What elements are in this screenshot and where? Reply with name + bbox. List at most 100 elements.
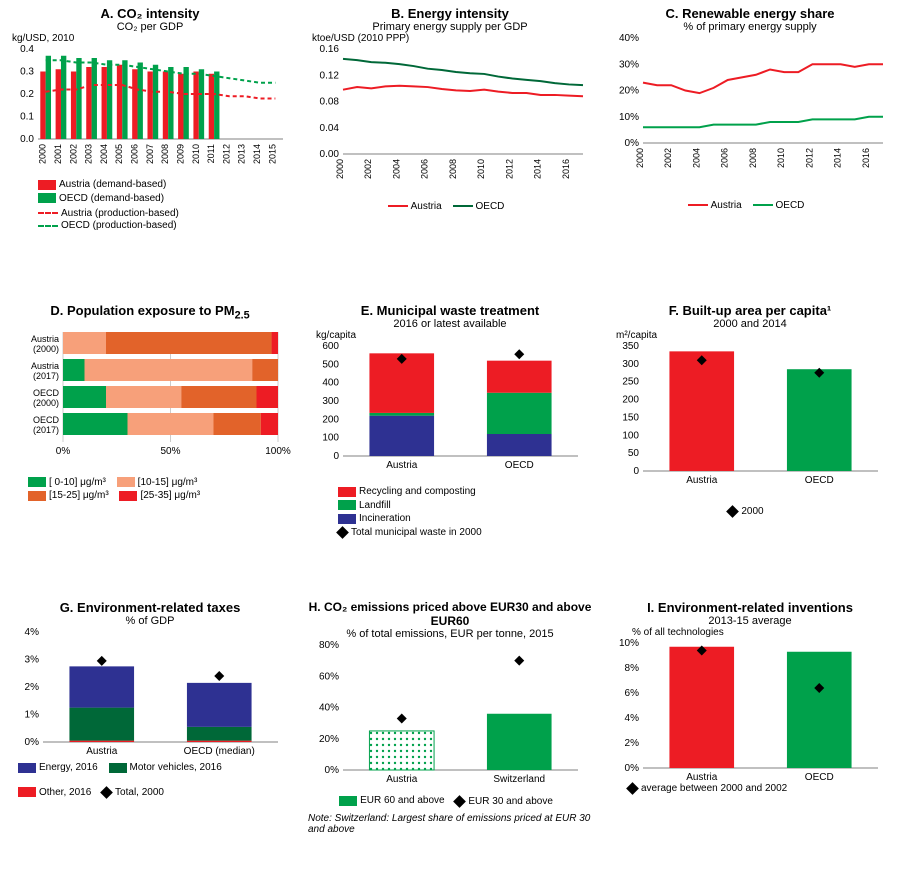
legend-b-1: Austria [411,201,442,212]
svg-text:Austria: Austria [686,475,718,486]
legend-c-2: OECD [776,200,805,211]
title-c: C. Renewable energy share [608,6,892,21]
svg-text:10%: 10% [619,638,639,649]
legend-b: Austria OECD [308,199,592,212]
svg-text:4%: 4% [625,713,640,724]
ylabel-i: % of all technologies [632,627,892,638]
svg-text:200: 200 [322,414,339,425]
panel-c: C. Renewable energy share % of primary e… [600,0,900,297]
svg-text:Austria: Austria [31,361,59,371]
ylabel-a: kg/USD, 2010 [12,33,292,44]
panel-e: E. Municipal waste treatment 2016 or lat… [300,297,600,594]
svg-text:2001: 2001 [53,144,63,164]
svg-text:0.12: 0.12 [320,70,340,81]
chart-e: 0100200300400500600AustriaOECD [308,341,588,481]
svg-text:2012: 2012 [221,144,231,164]
svg-text:0.04: 0.04 [320,123,340,134]
panel-d: D. Population exposure to PM2.5 0%50%100… [0,297,300,594]
svg-text:20%: 20% [319,734,339,745]
svg-text:2008: 2008 [748,148,758,168]
panel-h: H. CO₂ emissions priced above EUR30 and … [300,594,600,891]
legend-a-2: OECD (demand-based) [59,193,164,204]
svg-text:6%: 6% [625,688,640,699]
svg-text:10%: 10% [619,112,639,123]
legend-e: Recycling and composting Landfill Incine… [338,486,592,540]
legend-g: Energy, 2016 Motor vehicles, 2016 Other,… [18,762,292,800]
note-h: Note: Switzerland: Largest share of emis… [308,813,592,835]
svg-text:8%: 8% [625,663,640,674]
svg-text:2004: 2004 [391,159,401,179]
svg-text:(2017): (2017) [33,425,59,435]
svg-text:4%: 4% [25,627,40,638]
svg-text:2002: 2002 [68,144,78,164]
svg-text:2000: 2000 [635,148,645,168]
svg-text:0%: 0% [325,765,340,776]
svg-text:Austria: Austria [686,772,718,783]
chart-grid: A. CO₂ intensity CO₂ per GDP kg/USD, 201… [0,0,900,891]
svg-text:2006: 2006 [420,159,430,179]
chart-c: 0%10%20%30%40%20002002200420062008201020… [608,33,888,193]
subtitle-i: 2013-15 average [608,615,892,627]
svg-text:(2000): (2000) [33,344,59,354]
svg-text:0.2: 0.2 [20,89,34,100]
svg-text:Austria: Austria [31,334,59,344]
svg-text:Switzerland: Switzerland [493,774,545,785]
legend-a-3: Austria (production-based) [61,208,179,219]
panel-a: A. CO₂ intensity CO₂ per GDP kg/USD, 201… [0,0,300,297]
svg-text:200: 200 [622,395,639,406]
svg-text:0: 0 [333,451,339,462]
legend-a-1: Austria (demand-based) [59,179,166,190]
svg-text:2%: 2% [25,682,40,693]
chart-g: 0%1%2%3%4%AustriaOECD (median) [8,627,288,757]
subtitle-a: CO₂ per GDP [8,21,292,33]
panel-b: B. Energy intensity Primary energy suppl… [300,0,600,297]
svg-text:2009: 2009 [175,144,185,164]
svg-text:60%: 60% [319,671,339,682]
svg-text:2015: 2015 [267,144,277,164]
title-d: D. Population exposure to PM2.5 [8,303,292,322]
svg-text:0%: 0% [625,138,640,149]
subtitle-c: % of primary energy supply [608,21,892,33]
subtitle-e: 2016 or latest available [308,318,592,330]
svg-text:0.00: 0.00 [320,149,340,160]
legend-c-1: Austria [711,200,742,211]
svg-text:2014: 2014 [252,144,262,164]
svg-text:2003: 2003 [84,144,94,164]
svg-text:40%: 40% [319,703,339,714]
svg-text:Austria: Austria [86,746,118,757]
svg-text:0%: 0% [56,446,71,457]
svg-text:0.0: 0.0 [20,134,34,145]
title-b: B. Energy intensity [308,6,592,21]
svg-text:(2000): (2000) [33,398,59,408]
legend-a-4: OECD (production-based) [61,220,177,231]
legend-c: Austria OECD [608,198,892,211]
legend-d: [ 0-10] μg/m³ [10-15] μg/m³ [15-25] μg/m… [28,477,292,504]
chart-a: 0.00.10.20.30.42000200120022003200420052… [8,44,288,174]
chart-d: 0%50%100%Austria(2000)Austria(2017)OECD(… [8,322,288,472]
svg-text:2013: 2013 [237,144,247,164]
svg-text:0.4: 0.4 [20,44,34,55]
svg-text:2005: 2005 [114,144,124,164]
svg-text:0.08: 0.08 [320,97,340,108]
svg-text:OECD: OECD [33,415,60,425]
title-i: I. Environment-related inventions [608,600,892,615]
svg-text:3%: 3% [25,655,40,666]
title-f: F. Built-up area per capita¹ [608,303,892,318]
title-g: G. Environment-related taxes [8,600,292,615]
svg-text:2004: 2004 [99,144,109,164]
svg-text:0%: 0% [25,737,40,748]
svg-text:0.1: 0.1 [20,112,34,123]
title-e: E. Municipal waste treatment [308,303,592,318]
svg-text:OECD: OECD [805,475,834,486]
ylabel-e: kg/capita [316,330,592,341]
legend-a: Austria (demand-based) OECD (demand-base… [38,179,292,231]
svg-text:OECD: OECD [805,772,834,783]
svg-text:Austria: Austria [386,774,418,785]
svg-text:0%: 0% [625,763,640,774]
svg-text:40%: 40% [619,33,639,44]
svg-text:2007: 2007 [145,144,155,164]
svg-text:50: 50 [628,448,640,459]
svg-text:2006: 2006 [130,144,140,164]
legend-b-2: OECD [476,201,505,212]
svg-text:100: 100 [322,433,339,444]
